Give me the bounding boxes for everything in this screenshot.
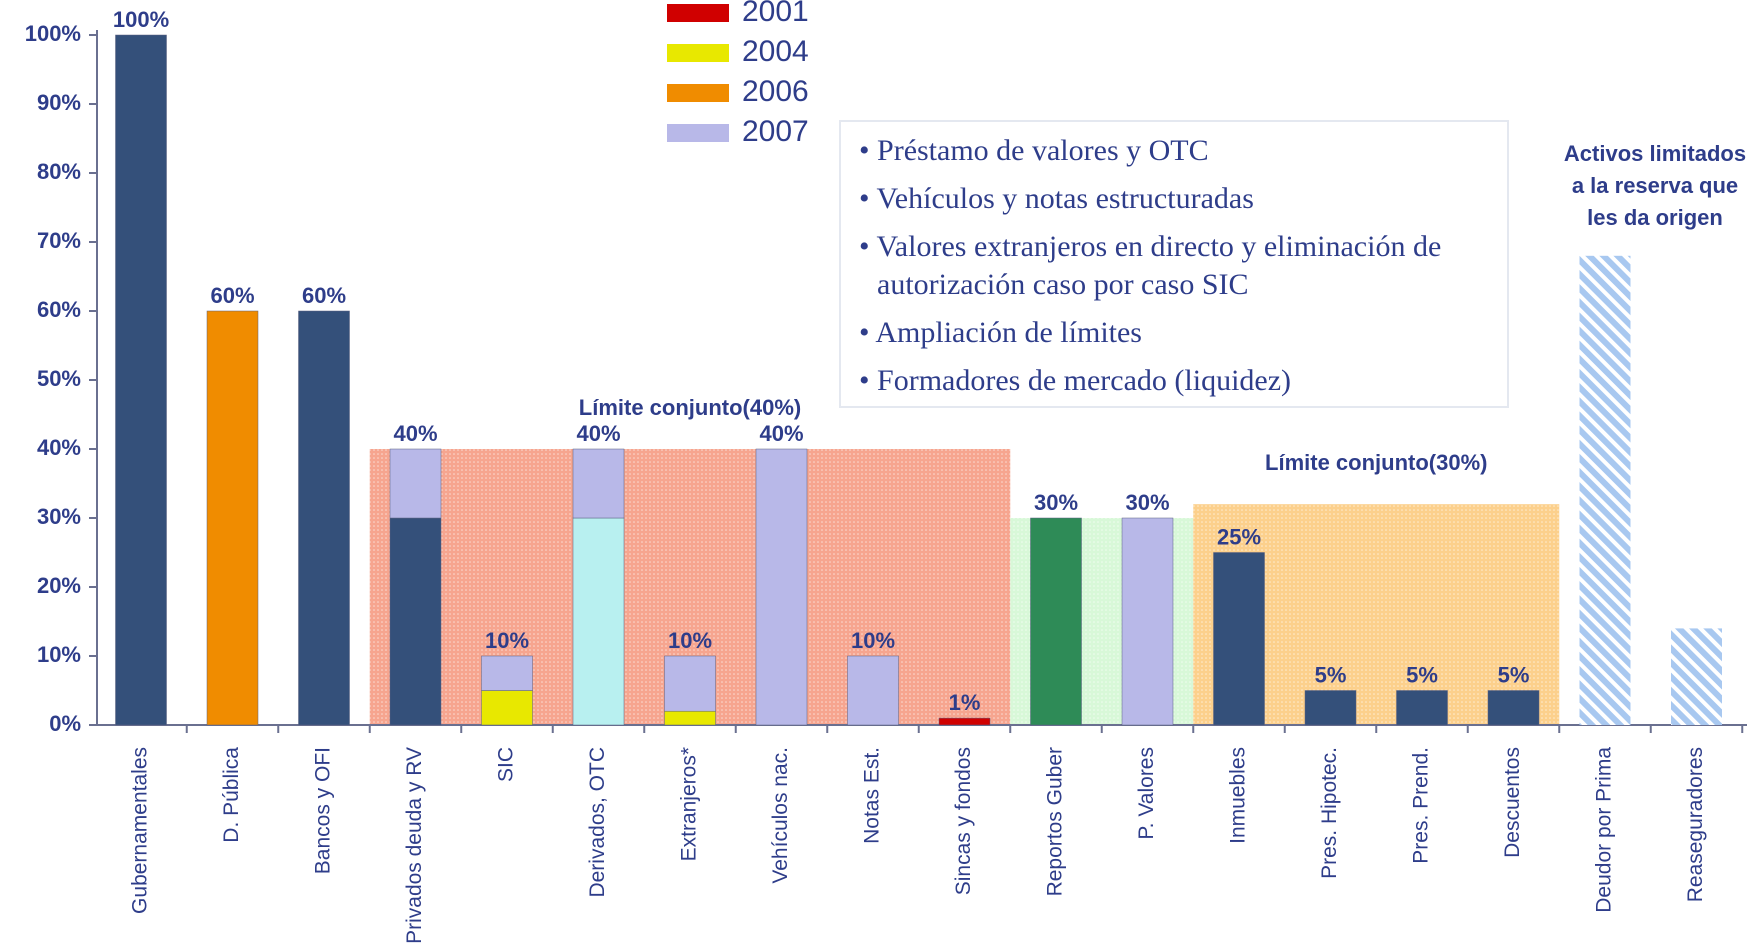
bar-segment [664, 710, 716, 726]
value-label: 5% [1406, 662, 1438, 687]
value-label: 100% [113, 7, 169, 32]
annotation: les da origen [1587, 205, 1723, 230]
x-tick-label: Vehículos nac. [769, 747, 792, 884]
value-label: 30% [1034, 490, 1078, 515]
annotation: a la reserva que [1572, 173, 1738, 198]
y-tick-label: 10% [37, 642, 81, 667]
x-tick-label: Descuentos [1501, 747, 1524, 858]
annotation: Activos limitados [1564, 141, 1746, 166]
bar-segment [1487, 690, 1540, 726]
y-tick-label: 30% [37, 504, 81, 529]
x-tick-label: Pres. Prend. [1410, 747, 1433, 864]
bar-segment [847, 655, 899, 726]
bar-segment [755, 448, 808, 726]
y-tick-label: 90% [37, 90, 81, 115]
bar-segment [389, 517, 442, 726]
x-tick-label: P. Valores [1135, 747, 1158, 840]
bar-segment [481, 690, 533, 726]
bar-segment [572, 448, 625, 519]
bar-segment [1304, 690, 1357, 726]
y-tick-label: 20% [37, 573, 81, 598]
x-tick-label: SIC [495, 747, 518, 782]
legend-swatch [667, 84, 729, 102]
value-label: 5% [1315, 662, 1347, 687]
y-tick-label: 80% [37, 159, 81, 184]
x-tick-label: Sincas y fondos [952, 747, 975, 895]
x-tick-label: Gubernamentales [129, 747, 152, 914]
bar-segment [664, 655, 716, 712]
bar-segment [298, 310, 350, 726]
x-tick-label: Reportos Guber [1044, 747, 1067, 896]
y-tick-label: 0% [49, 711, 81, 736]
note: Formadores de mercado (liquidez) [859, 362, 1489, 400]
x-tick-label: Privados deuda y RV [403, 747, 426, 944]
bar-segment [115, 34, 167, 726]
legend-label: 2004 [742, 35, 809, 68]
region-label: Límite conjunto(30%) [1265, 450, 1487, 475]
legend-swatch [667, 124, 729, 142]
value-label: 10% [668, 628, 712, 653]
value-label: 10% [851, 628, 895, 653]
x-tick-label: Derivados, OTC [586, 747, 609, 898]
notes-box: Préstamo de valores y OTC Vehículos y not… [839, 120, 1509, 408]
value-label: 60% [210, 283, 254, 308]
value-label: 40% [759, 421, 803, 446]
x-tick-label: Inmuebles [1227, 747, 1250, 844]
note: Ampliación de límites [859, 314, 1489, 352]
x-tick-label: Bancos y OFI [312, 747, 335, 874]
legend-label: 2006 [742, 75, 809, 108]
bar-segment [1579, 255, 1631, 726]
bar-segment [206, 310, 259, 726]
value-label: 30% [1125, 490, 1169, 515]
note: Vehículos y notas estructuradas [859, 180, 1489, 218]
x-tick-label: Pres. Hipotec. [1318, 747, 1341, 879]
value-label: 10% [485, 628, 529, 653]
bar-segment [1396, 690, 1448, 726]
value-label: 60% [302, 283, 346, 308]
value-label: 40% [393, 421, 437, 446]
x-tick-label: Extranjeros* [678, 747, 701, 861]
x-tick-label: Deudor por Prima [1593, 747, 1616, 913]
bar-segment [1121, 517, 1174, 726]
bar-segment [1671, 628, 1722, 725]
value-label: 25% [1217, 524, 1261, 549]
y-tick-label: 40% [37, 435, 81, 460]
legend-swatch [667, 4, 729, 22]
note: Valores extranjeros en directo y elimina… [859, 228, 1489, 304]
y-tick-label: 60% [37, 297, 81, 322]
legend-label: 2001 [742, 0, 809, 28]
bar-segment [1030, 517, 1082, 726]
x-tick-label: Notas Est. [861, 747, 884, 844]
x-tick-label: Reaseguradores [1684, 747, 1707, 902]
bar-segment [572, 517, 625, 726]
bar-segment [1213, 552, 1265, 726]
region-label: Límite conjunto(40%) [579, 395, 801, 420]
value-label: 5% [1498, 662, 1530, 687]
y-tick-label: 100% [25, 21, 81, 46]
note: Préstamo de valores y OTC [859, 132, 1489, 170]
bar-segment [938, 717, 991, 726]
value-label: 1% [949, 690, 981, 715]
x-tick-label: D. Pública [220, 747, 243, 843]
legend-label: 2007 [742, 115, 809, 148]
bar-segment [389, 448, 442, 519]
bar-segment [481, 655, 533, 691]
legend-swatch [667, 44, 729, 62]
value-label: 40% [576, 421, 620, 446]
y-tick-label: 70% [37, 228, 81, 253]
y-tick-label: 50% [37, 366, 81, 391]
